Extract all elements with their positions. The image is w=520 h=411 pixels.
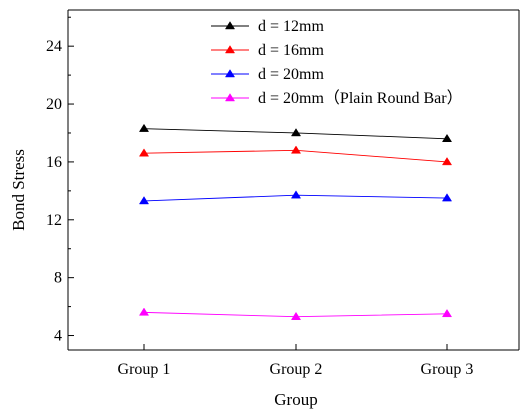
y-tick-label: 4 [54,328,62,345]
y-tick-label: 20 [46,96,62,113]
legend-item-1: d = 12mm [211,18,324,35]
data-point [138,123,150,132]
legend-label: d = 12mm [258,18,324,35]
data-point [290,311,302,320]
legend-marker [224,69,236,78]
x-tick-label: Group 2 [270,361,323,378]
data-point [290,145,302,154]
legend-item-2: d = 16mm [211,42,324,59]
legend-item-3: d = 20mm [211,66,324,83]
series-1 [138,123,453,143]
series-layer [138,123,453,320]
data-point [441,308,453,318]
data-point [138,307,150,316]
y-tick-label: 8 [54,270,62,287]
legend-label: d = 16mm [258,42,324,59]
series-3 [138,190,453,205]
data-point [290,190,302,199]
y-tick-label: 16 [46,154,62,171]
legend-item-4: d = 20mm（Plain Round Bar） [211,89,463,107]
x-axis-title: Group [274,390,317,409]
data-point [138,148,150,157]
legend-label: d = 20mm [258,66,324,83]
series-2 [138,145,453,166]
data-point [138,196,150,205]
data-point [290,128,302,137]
y-tick-label: 12 [46,212,62,229]
data-point [441,157,453,166]
legend: d = 12mm d = 16mm d = 20mm d = 20mm（Plain R… [211,18,463,107]
data-point [441,133,453,143]
legend-label: d = 20mm（Plain Round Bar） [258,89,463,107]
data-point [441,193,453,202]
axes: 4 8 12 16 20 24 Group 1 Group 2 Group 3 [46,9,520,378]
x-tick-label: Group 3 [421,361,474,378]
series-4 [138,307,453,320]
legend-marker [224,45,236,54]
legend-marker [224,21,236,30]
y-axis-title: Bond Stress [9,149,28,231]
x-tick-label: Group 1 [118,361,171,378]
legend-marker [224,93,236,102]
y-tick-label: 24 [46,38,62,55]
